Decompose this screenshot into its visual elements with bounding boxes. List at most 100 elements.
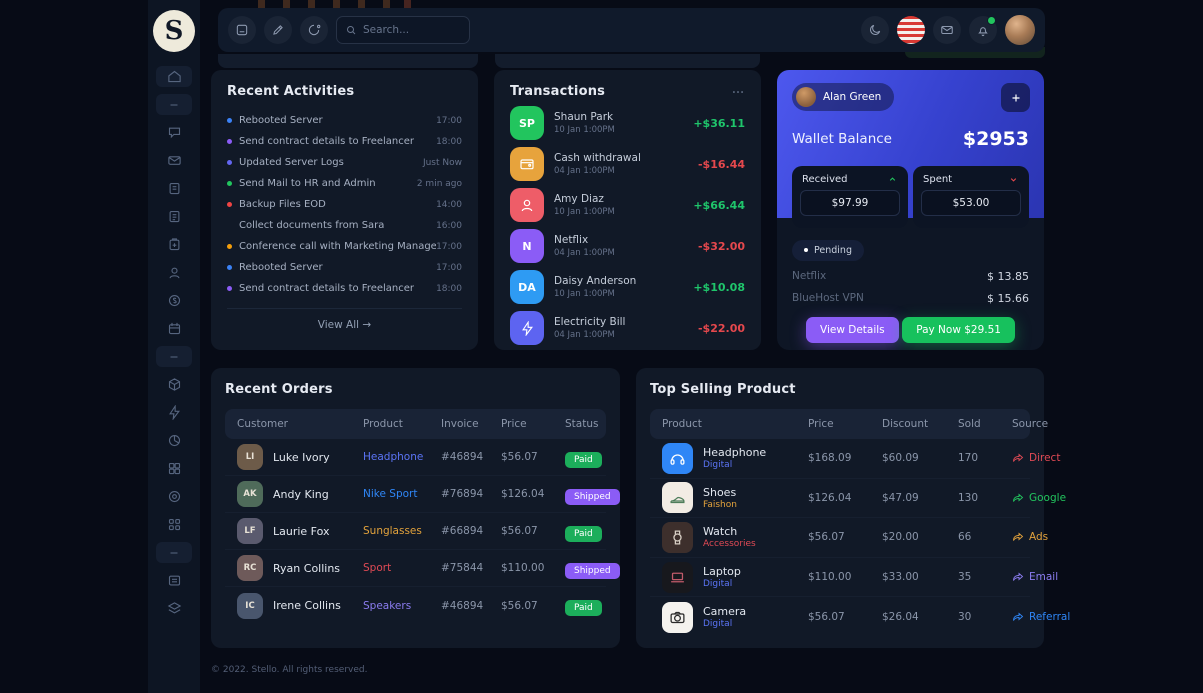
activity-item: Send contract details to Freelancer 18:00: [227, 278, 462, 299]
card-title: Top Selling Product: [650, 382, 796, 397]
shoe-icon: [662, 482, 693, 514]
sidebar-item-analytics[interactable]: [156, 430, 192, 451]
activity-item: Send contract details to Freelancer 18:00: [227, 131, 462, 152]
source-link[interactable]: Referral: [1012, 611, 1070, 623]
refresh-button[interactable]: [300, 16, 328, 44]
dark-mode-toggle[interactable]: [861, 16, 889, 44]
sidebar: S: [148, 0, 200, 693]
scroll-remnant: [905, 47, 1045, 58]
product-link[interactable]: Speakers: [363, 599, 412, 612]
notification-dot: [987, 16, 996, 25]
bolt-icon: [510, 311, 544, 345]
pending-bill-row: BlueHost VPN $ 15.66: [792, 291, 1029, 305]
avatar: [796, 87, 816, 107]
status-badge: Shipped: [565, 488, 620, 505]
transaction-amount: -$32.00: [697, 239, 745, 253]
status-badge: Shipped: [565, 562, 620, 579]
copyright-text: © 2022. Stello. All rights reserved.: [211, 665, 368, 675]
sidebar-item-notes[interactable]: [156, 178, 192, 199]
card-title: Transactions: [510, 84, 606, 99]
card-title: Recent Activities: [227, 84, 355, 99]
table-row: RC Ryan Collins Sport #75844 $110.00 Ship…: [225, 550, 620, 587]
activity-dot: [227, 160, 232, 165]
transaction-amount: -$16.44: [697, 157, 745, 171]
edit-button[interactable]: [264, 16, 292, 44]
scroll-remnant: [218, 54, 478, 68]
activity-dot: [227, 265, 232, 270]
view-all-link[interactable]: View All →: [227, 308, 462, 331]
sidebar-item-documents[interactable]: [156, 206, 192, 227]
source-link[interactable]: Direct: [1012, 452, 1060, 464]
avatar: LI: [237, 444, 263, 470]
transaction-item: SP Shaun Park 10 Jan 1:00PM +$36.11: [510, 106, 745, 140]
wallet-user-pill[interactable]: Alan Green: [792, 83, 895, 111]
sidebar-item-layers[interactable]: [156, 598, 192, 619]
sidebar-item-lists[interactable]: [156, 570, 192, 591]
messages-button[interactable]: [933, 16, 961, 44]
received-amount: $97.99: [800, 190, 900, 216]
sidebar-item-payments[interactable]: [156, 290, 192, 311]
chevron-up-icon[interactable]: [887, 174, 898, 185]
sidebar-item-chat[interactable]: [156, 122, 192, 143]
product-link[interactable]: Headphone: [363, 451, 424, 463]
search-input[interactable]: Search...: [336, 16, 470, 44]
sidebar-item-contacts[interactable]: [156, 262, 192, 283]
language-flag-button[interactable]: [897, 16, 925, 44]
source-link[interactable]: Google: [1012, 492, 1066, 504]
table-row: LI Luke Ivory Headphone #46894 $56.07 Pai…: [225, 439, 606, 476]
product-link[interactable]: Sport: [363, 562, 392, 574]
card-title: Recent Orders: [225, 382, 333, 397]
product-link[interactable]: Sunglasses: [363, 525, 422, 537]
activity-item: Send Mail to HR and Admin 2 min ago: [227, 173, 462, 194]
sidebar-item-mail[interactable]: [156, 150, 192, 171]
avatar: RC: [237, 555, 263, 581]
transaction-item: N Netflix 04 Jan 1:00PM -$32.00: [510, 229, 745, 263]
table-row: Camera Digital $56.07 $26.04 30 Referral: [650, 597, 1070, 637]
transaction-item: Cash withdrawal 04 Jan 1:00PM -$16.44: [510, 147, 745, 181]
source-link[interactable]: Email: [1012, 571, 1058, 583]
headphone-icon: [662, 442, 693, 474]
transaction-amount: -$22.00: [697, 321, 745, 335]
more-options-icon[interactable]: [731, 85, 745, 99]
sidebar-item-widgets[interactable]: [156, 458, 192, 479]
recent-activities-card: Recent Activities Rebooted Server 17:00 S…: [211, 70, 478, 350]
sidebar-item-targets[interactable]: [156, 486, 192, 507]
sidebar-item-home[interactable]: [156, 66, 192, 87]
chevron-down-icon[interactable]: [1008, 174, 1019, 185]
sidebar-item-activity[interactable]: [156, 402, 192, 423]
view-details-button[interactable]: View Details: [806, 316, 899, 343]
activity-dot: [227, 223, 232, 228]
table-row: Watch Accessories $56.07 $20.00 66 Ads: [650, 518, 1048, 558]
avatar: LF: [237, 518, 263, 544]
product-link[interactable]: Nike Sport: [363, 488, 418, 500]
search-placeholder: Search...: [363, 24, 410, 36]
layout-toggle-button[interactable]: [228, 16, 256, 44]
activity-item: Backup Files EOD 14:00: [227, 194, 462, 215]
sidebar-item-products[interactable]: [156, 374, 192, 395]
table-row: LF Laurie Fox Sunglasses #66894 $56.07 Pa…: [225, 513, 606, 550]
transactions-card: Transactions SP Shaun Park 10 Jan 1:00PM …: [494, 70, 761, 350]
sidebar-item-apps[interactable]: [156, 514, 192, 535]
sidebar-item-calendar[interactable]: [156, 318, 192, 339]
initials-avatar: N: [510, 229, 544, 263]
wallet-balance-label: Wallet Balance: [792, 131, 892, 147]
profile-avatar[interactable]: [1005, 15, 1035, 45]
activity-dot: [227, 139, 232, 144]
pending-bill-row: Netflix $ 13.85: [792, 269, 1029, 283]
app-logo[interactable]: S: [153, 10, 195, 52]
search-icon: [345, 24, 357, 36]
table-header: Customer Product Invoice Price Status: [225, 409, 606, 439]
wallet-icon: [510, 147, 544, 181]
transaction-item: Electricity Bill 04 Jan 1:00PM -$22.00: [510, 311, 745, 345]
pay-now-button[interactable]: Pay Now $29.51: [902, 316, 1015, 343]
source-link[interactable]: Ads: [1012, 531, 1048, 543]
notifications-button[interactable]: [969, 16, 997, 44]
table-row: Shoes Faishon $126.04 $47.09 130 Google: [650, 479, 1066, 519]
initials-avatar: DA: [510, 270, 544, 304]
sidebar-divider: [156, 94, 192, 115]
sidebar-item-tasks[interactable]: [156, 234, 192, 255]
activity-dot: [227, 286, 232, 291]
add-funds-button[interactable]: [1001, 83, 1030, 112]
activity-item: Collect documents from Sara 16:00: [227, 215, 462, 236]
activity-dot: [227, 181, 232, 186]
